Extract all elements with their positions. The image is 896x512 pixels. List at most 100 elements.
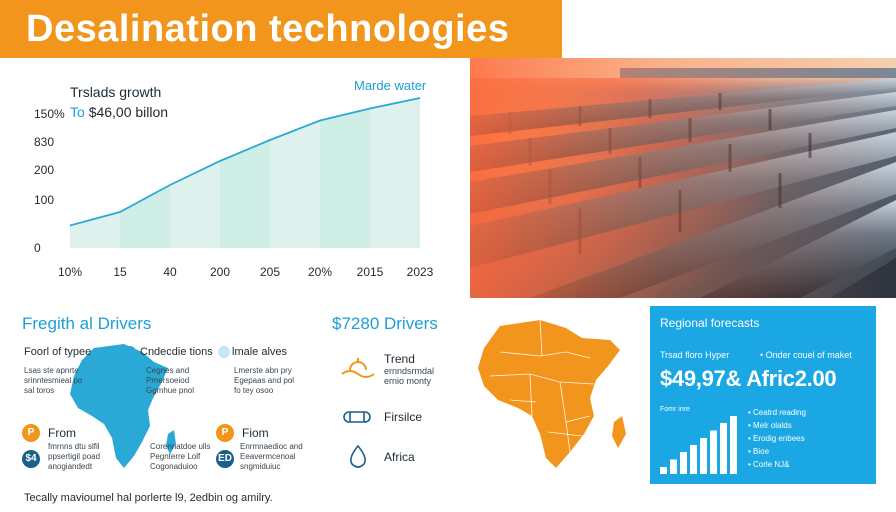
forecast-list-item: Bioe	[748, 445, 806, 458]
note-line: Ggmhue pnol	[146, 386, 195, 395]
x-tick-label: 200	[210, 265, 230, 279]
info-line: Pegnterre Lolf	[150, 452, 201, 461]
driver-sublines-trend: ernndsrmdal ernio monty	[384, 366, 434, 386]
chart-svg: 150% 830 200 100 0 10% 15 40 200 205 20% 2015 2023	[34, 97, 434, 279]
info-block-1: fmrnns dtu slfil ppsertigil poad anogian…	[48, 442, 100, 472]
info-line: anogiandedt	[48, 462, 93, 471]
pipes-illustration	[470, 58, 896, 298]
chart-subtitle-prefix: To	[70, 104, 85, 120]
forecast-list-item: Corle NJ&	[748, 458, 806, 471]
driver-label-africa: Africa	[384, 450, 415, 464]
driver-subline: ernndsrmdal	[384, 366, 435, 376]
x-tick-label: 205	[260, 265, 280, 279]
note-line: fo tey osoo	[234, 386, 274, 395]
info-line: sngmiduiuc	[240, 462, 281, 471]
drivers-panel: Fregith al Drivers Foorl of typee Cndecd…	[0, 298, 320, 480]
forecast-subtitle-right: • Onder couel of maket	[760, 350, 852, 360]
pin-icon: P	[216, 424, 234, 442]
forecast-list-item: Ceatrd reading	[748, 406, 806, 419]
water-drop-icon	[350, 444, 366, 468]
forecast-bar	[700, 438, 707, 474]
driver-subline: ernio monty	[384, 376, 432, 386]
y-tick-label: 830	[34, 135, 54, 149]
forecast-value: $49,97& Afric2.00	[660, 366, 837, 391]
forecast-list-item: Melr olalds	[748, 419, 806, 432]
forecast-list-item: Erodig enbees	[748, 432, 806, 445]
info-block-3: Enrmnaedioc and Eeavermcenoal sngmiduiuc	[240, 442, 303, 472]
chart-band	[120, 185, 170, 248]
x-tick-label: 15	[113, 265, 127, 279]
chart-subtitle: To $46,00 billon	[70, 104, 168, 120]
from-label-2: Fiom	[242, 426, 269, 440]
footer-note: Tecally mavioumel hal porlerte l9, 2edbi…	[24, 492, 273, 504]
y-tick-label: 200	[34, 163, 54, 177]
brand-logo: kmch.	[798, 14, 873, 44]
chart-band	[220, 140, 270, 248]
title-banner: Desalination technologies	[0, 0, 562, 58]
x-tick-label: 10%	[58, 265, 82, 279]
note-line: Lsas ste apnrte	[24, 366, 79, 375]
pipeline-photo	[470, 58, 896, 298]
note-block-3: Lmerste abn pry Egepaas and pol fo tey o…	[234, 366, 294, 396]
y-tick-label: 100	[34, 193, 54, 207]
info-block-2: Corennatdoe ulls Pegnterre Lolf Cogonadu…	[150, 442, 210, 472]
forecast-list: Ceatrd reading Melr olalds Erodig enbees…	[748, 406, 806, 471]
africa-map-left	[70, 344, 176, 468]
x-tick-label: 2015	[357, 265, 384, 279]
info-line: ppsertigil poad	[48, 452, 101, 461]
forecast-subtitle-left: Trsad floro Hyper	[660, 350, 730, 360]
drivers-title: Fregith al Drivers	[22, 314, 152, 333]
forecast-bar-label: Fomr inre	[660, 406, 690, 413]
pin-icon: P	[22, 424, 40, 442]
legend-dot-1	[124, 346, 136, 358]
note-line: Egepaas and pol	[234, 376, 295, 385]
legend-label-2: Cndecdie tions	[140, 346, 213, 358]
info-line: Corennatdoe ulls	[150, 442, 211, 451]
note-line: Cegnes and	[146, 366, 190, 375]
note-block-1: Lsas ste apnrte srinntesmieal po sal tor…	[24, 366, 82, 396]
y-tick-label: 150%	[34, 107, 65, 121]
forecast-bar	[670, 459, 677, 474]
note-block-2: Cegnes and Prnersoeiod Ggmhue pnol	[146, 366, 194, 396]
forecast-bar	[680, 451, 687, 474]
x-tick-label: 20%	[308, 265, 332, 279]
x-tick-label: 2023	[407, 265, 434, 279]
growth-chart: 150% 830 200 100 0 10% 15 40 200 205 20% 2015 2023 T…	[0, 58, 470, 298]
chart-subtitle-value: $46,00 billon	[88, 104, 169, 120]
forecast-bar	[720, 422, 727, 474]
africa-map-right	[478, 319, 626, 468]
info-line: Eeavermcenoal	[240, 452, 296, 461]
y-tick-label: 0	[34, 241, 41, 255]
legend-dot-2	[218, 346, 230, 358]
legend-label-1: Foorl of typee	[24, 346, 92, 358]
info-line: Cogonaduioo	[150, 462, 198, 471]
regional-forecasts-card: Regional forecasts Trsad floro Hyper • O…	[650, 306, 876, 484]
info-line: Enrmnaedioc and	[240, 442, 303, 451]
drivers-right-panel: $7280 Drivers Trend ernndsrmdal ernio mo…	[322, 298, 644, 480]
forecast-title: Regional forecasts	[660, 316, 760, 330]
from-label-1: From	[48, 426, 76, 440]
chart-legend: Marde water	[354, 78, 427, 93]
note-line: Prnersoeiod	[146, 376, 190, 385]
driver-label-firsilce: Firsilce	[384, 410, 422, 424]
forecast-bar	[730, 416, 737, 474]
chart-title: Trslads growth	[70, 84, 162, 100]
drivers-right-title: $7280 Drivers	[332, 314, 438, 333]
pipe-icon	[343, 411, 371, 423]
page-title: Desalination technologies	[26, 8, 510, 50]
legend-label-3: lmale alves	[232, 346, 288, 358]
dollar-icon: $4	[22, 450, 40, 468]
x-tick-label: 40	[163, 265, 177, 279]
note-line: srinntesmieal po	[24, 376, 83, 385]
forecast-bar	[660, 467, 667, 474]
driver-label-trend: Trend	[384, 352, 415, 366]
chart-line	[69, 97, 421, 227]
note-line: Lmerste abn pry	[234, 366, 292, 375]
country-borders	[489, 319, 595, 453]
info-line: fmrnns dtu slfil	[48, 442, 100, 451]
note-line: sal toros	[24, 386, 55, 395]
forecast-bar	[710, 430, 717, 474]
chart-icon: ED	[216, 450, 234, 468]
forecast-bar	[690, 445, 697, 474]
chart-band	[320, 108, 370, 248]
